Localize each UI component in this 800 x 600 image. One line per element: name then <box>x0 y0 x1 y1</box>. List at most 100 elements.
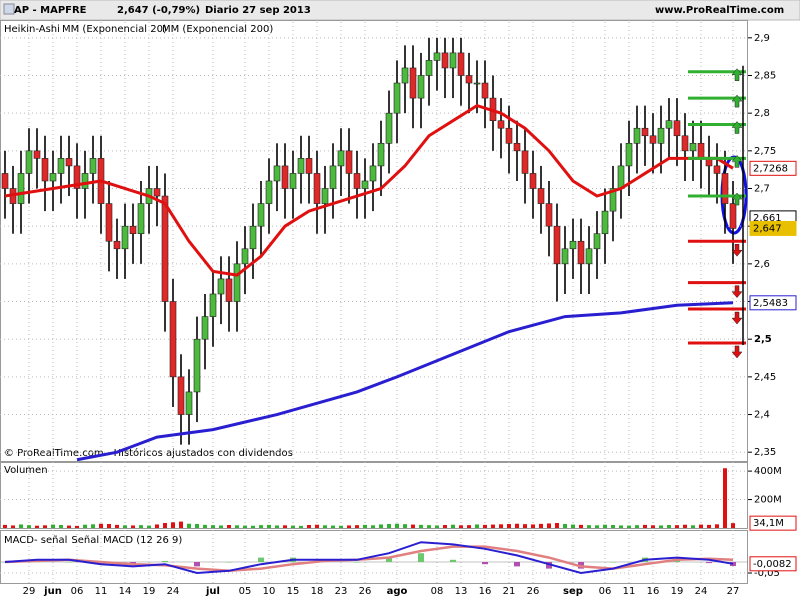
volume-bar <box>259 525 263 528</box>
volume-bar <box>475 524 479 528</box>
y-tick-label: 2,5 <box>754 334 772 345</box>
volume-bar <box>435 525 439 528</box>
volume-bar <box>379 524 383 528</box>
volume-bar <box>675 525 679 528</box>
histogram-bar <box>162 560 168 562</box>
candle-body <box>609 188 617 212</box>
control[interactable] <box>3 3 15 15</box>
candle-body <box>481 82 489 99</box>
histogram-bar <box>730 561 736 567</box>
candle-body <box>577 240 585 265</box>
x-tick-label: 19 <box>671 586 684 597</box>
candle-body <box>657 127 665 144</box>
volume-bar <box>499 524 503 528</box>
candle-body <box>113 240 121 250</box>
candle-body <box>425 60 433 76</box>
histogram-bar <box>450 559 456 562</box>
volume-bar <box>11 525 15 528</box>
footer: © ProRealTime.com - Históricos ajustados… <box>4 447 293 459</box>
volume-bar <box>523 524 527 528</box>
arrow-up <box>731 192 743 206</box>
candle-body <box>281 165 289 189</box>
candle-body <box>105 203 113 242</box>
y-tick-label: 2,75 <box>754 146 776 157</box>
volume-bar <box>467 525 471 528</box>
volume-bar <box>227 525 231 528</box>
candle-body <box>81 173 89 189</box>
arrow-down <box>731 345 743 359</box>
volume-bar <box>483 524 487 528</box>
volume-bar <box>443 525 447 528</box>
histogram-bar <box>386 557 392 562</box>
candle-body <box>177 376 185 415</box>
legend-item: MM (Exponencial 20) <box>62 24 167 35</box>
x-tick-label: 08 <box>431 586 444 597</box>
legend-item: MACD- señal <box>4 535 67 546</box>
volume-bar <box>387 524 391 528</box>
volume-bar <box>683 524 687 528</box>
volume-bar <box>179 521 183 528</box>
volume-bar <box>27 525 31 528</box>
legend-item: MM (Exponencial 200) <box>162 24 273 35</box>
candle-body <box>321 188 329 204</box>
value-label: 34,1M <box>753 518 784 529</box>
volume-bar <box>651 525 655 528</box>
window-controls[interactable] <box>3 3 15 15</box>
period: Diario 27 sep 2013 <box>205 5 311 16</box>
candle-body <box>433 52 441 61</box>
x-tick-label: 24 <box>695 586 708 597</box>
volume-bar <box>707 524 711 528</box>
candle-body <box>337 150 345 167</box>
volume-bar <box>459 525 463 528</box>
volume-bar <box>75 525 79 528</box>
volume-bar <box>203 524 207 528</box>
x-tick-label: 27 <box>727 586 740 597</box>
value-label: 2,7268 <box>753 163 788 174</box>
candle-body <box>49 173 57 182</box>
volume-bar <box>171 522 175 528</box>
value-label: -0,0082 <box>753 559 792 570</box>
candle-body <box>593 233 601 250</box>
candle-body <box>201 316 209 340</box>
candle-body <box>729 203 737 229</box>
y-tick-label: 2,6 <box>754 259 770 270</box>
y-tick-label: -0,05 <box>754 568 780 579</box>
volume-bar <box>731 523 735 528</box>
volume-bar <box>419 524 423 528</box>
x-tick-label: 05 <box>239 586 252 597</box>
candle-body <box>641 127 649 137</box>
candle-body <box>625 143 633 167</box>
arrow-down <box>731 311 743 325</box>
x-tick-label: 18 <box>311 586 324 597</box>
value-label: 2,5483 <box>753 298 788 309</box>
candle-body <box>377 143 385 167</box>
arrow-up <box>731 68 743 81</box>
volume-bar <box>579 524 583 528</box>
volume-bar <box>331 525 335 528</box>
histogram-bar <box>706 561 712 564</box>
x-tick-label: 15 <box>287 586 300 597</box>
volume-bar <box>659 525 663 528</box>
volume-bar <box>315 524 319 528</box>
candle-body <box>289 173 297 189</box>
y-tick-label: 2,7 <box>754 184 770 195</box>
volume-bar <box>371 525 375 528</box>
histogram-bar <box>514 561 520 567</box>
volume-bar <box>155 524 159 528</box>
candle-body <box>545 203 553 227</box>
x-tick-label: 16 <box>647 586 660 597</box>
candle-body <box>497 120 505 129</box>
y-tick-label: 2,35 <box>754 447 776 458</box>
legend-item: MACD (12 26 9) <box>103 535 182 546</box>
x-tick-label: 29 <box>23 586 36 597</box>
candle-body <box>689 143 697 152</box>
volume-bar <box>451 524 455 528</box>
volume-bar <box>603 524 607 528</box>
volume-bar <box>547 523 551 528</box>
volume-bar <box>427 525 431 528</box>
candle-body <box>457 52 465 76</box>
x-tick-label: 19 <box>143 586 156 597</box>
x-tick-label: 23 <box>335 586 348 597</box>
volume-bar <box>411 524 415 528</box>
